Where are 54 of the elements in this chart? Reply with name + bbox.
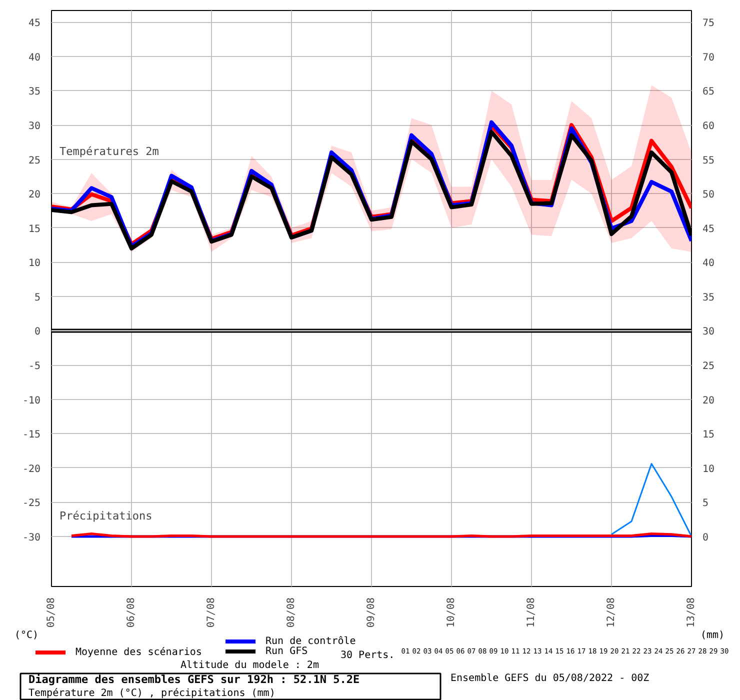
text: 30 Perts. — [340, 650, 395, 661]
y2-tick-label: 60 — [702, 121, 715, 132]
x-tick-label: 10/08 — [446, 597, 457, 628]
text: Ensemble GEFS du 05/08/2022 - 00Z — [450, 673, 650, 684]
y2-tick-label: 30 — [702, 326, 715, 338]
x-tick-label: 06/08 — [126, 597, 137, 628]
legend-label: Run de contrôle — [266, 636, 356, 647]
y-tick-label: -15 — [22, 430, 40, 441]
y2-tick-label: 5 — [702, 498, 709, 510]
legend-label: Moyenne des scénarios — [76, 647, 202, 658]
x-tick-label: 13/08 — [686, 597, 697, 628]
y-tick-label: -25 — [22, 498, 40, 510]
y-tick-label: -10 — [22, 395, 40, 406]
x-tick-label: 07/08 — [206, 597, 217, 628]
y-tick-label: -5 — [28, 361, 41, 372]
y-axis-title: (°C) — [14, 630, 39, 641]
y-tick-label: -30 — [22, 532, 40, 544]
y-tick-label: 15 — [28, 224, 41, 235]
x-tick-label: 12/08 — [606, 597, 617, 628]
y-tick-label: 45 — [28, 18, 41, 30]
x-tick-label: 08/08 — [286, 597, 297, 628]
y-tick-label: 35 — [28, 86, 41, 98]
annotation: Précipitations — [60, 510, 152, 523]
y2-tick-label: 50 — [702, 190, 715, 201]
text: Diagramme des ensembles GEFS sur 192h : 52.1N 5.2E — [28, 673, 360, 686]
y2-tick-label: 35 — [702, 292, 715, 304]
y2-tick-label: 15 — [702, 430, 715, 441]
y-tick-label: -20 — [22, 464, 40, 475]
y2-tick-label: 55 — [702, 155, 715, 166]
text: Température 2m (°C) , précipitations (mm) — [28, 688, 276, 699]
y2-tick-label: 20 — [702, 395, 715, 406]
y-tick-label: 30 — [28, 121, 41, 132]
y2-tick-label: 25 — [702, 361, 715, 372]
annotation: Températures 2m — [60, 144, 160, 158]
y-tick-label: 40 — [28, 52, 41, 64]
text: Altitude du modele : 2m — [180, 660, 319, 671]
y2-tick-label: 10 — [702, 464, 715, 475]
y-tick-label: 0 — [34, 326, 41, 338]
y2-axis-title: (mm) — [700, 630, 725, 641]
line-series — [610, 463, 692, 538]
x-tick-label: 09/08 — [366, 597, 377, 628]
y-tick-label: 10 — [28, 258, 41, 270]
y-tick-label: 25 — [28, 155, 41, 166]
y2-tick-label: 40 — [702, 258, 715, 270]
x-tick-label: 11/08 — [526, 597, 537, 628]
x-tick-label: 05/08 — [46, 597, 57, 628]
y2-tick-label: 75 — [702, 18, 715, 30]
y2-tick-label: 45 — [702, 224, 715, 235]
legend-label: Run GFS — [266, 646, 308, 657]
y2-tick-label: 0 — [702, 532, 709, 544]
y-tick-label: 20 — [28, 190, 41, 201]
y-tick-label: 5 — [34, 292, 41, 304]
y2-tick-label: 70 — [702, 52, 715, 64]
y2-tick-label: 65 — [702, 86, 715, 98]
